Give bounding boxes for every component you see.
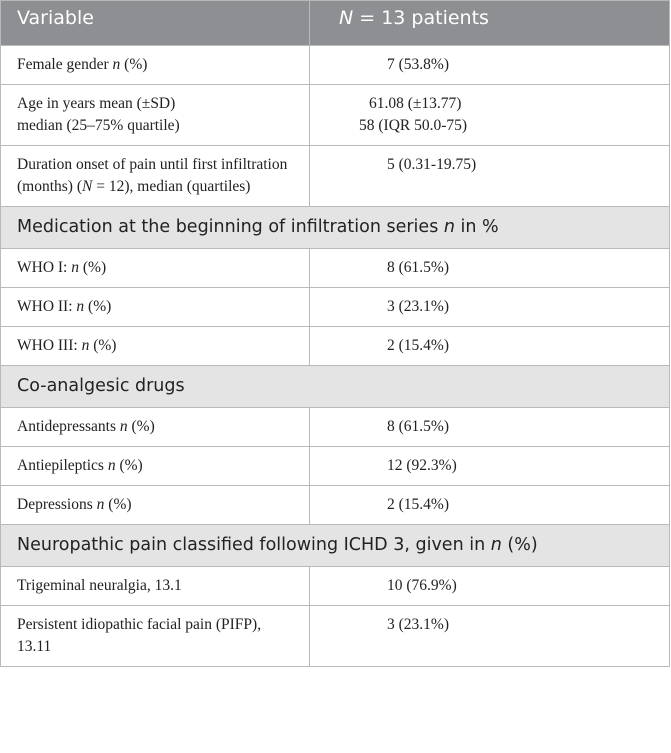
section-medication: Medication at the beginning of infiltrat… xyxy=(0,206,670,249)
table-row: WHO II: n (%) 3 (23.1%) xyxy=(0,287,670,327)
value-antiepileptics: 12 (92.3%) xyxy=(309,446,670,486)
table-row: Antiepileptics n (%) 12 (92.3%) xyxy=(0,446,670,486)
value-trigeminal: 10 (76.9%) xyxy=(309,566,670,606)
value-age: 61.08 (±13.77) 58 (IQR 50.0-75) xyxy=(309,84,670,146)
section-medication-title: Medication at the beginning of infiltrat… xyxy=(0,206,670,249)
table-row: Persistent idiopathic facial pain (PIFP)… xyxy=(0,605,670,667)
label-trigeminal: Trigeminal neuralgia, 13.1 xyxy=(0,566,310,606)
value-who-1: 8 (61.5%) xyxy=(309,248,670,288)
label-who-3: WHO III: n (%) xyxy=(0,326,310,366)
value-pifp: 3 (23.1%) xyxy=(309,605,670,667)
label-antidepressants: Antidepressants n (%) xyxy=(0,407,310,447)
label-who-2: WHO II: n (%) xyxy=(0,287,310,327)
header-patients-text: = 13 patients xyxy=(353,7,489,29)
label-who-1: WHO I: n (%) xyxy=(0,248,310,288)
value-who-2: 3 (23.1%) xyxy=(309,287,670,327)
table-row: WHO III: n (%) 2 (15.4%) xyxy=(0,326,670,366)
section-neuropathic-title: Neuropathic pain classified following IC… xyxy=(0,524,670,567)
value-who-3: 2 (15.4%) xyxy=(309,326,670,366)
value-antidepressants: 8 (61.5%) xyxy=(309,407,670,447)
header-patients: N = 13 patients xyxy=(309,0,670,46)
header-n-symbol: N xyxy=(339,7,354,29)
table-row-female: Female gender n (%) 7 (53.8%) xyxy=(0,45,670,85)
table-row: Antidepressants n (%) 8 (61.5%) xyxy=(0,407,670,447)
section-coanalgesic: Co-analgesic drugs xyxy=(0,365,670,408)
table-row: Trigeminal neuralgia, 13.1 10 (76.9%) xyxy=(0,566,670,606)
value-duration: 5 (0.31-19.75) xyxy=(309,145,670,207)
table-row-age: Age in years mean (±SD) median (25–75% qu… xyxy=(0,84,670,146)
table-row: WHO I: n (%) 8 (61.5%) xyxy=(0,248,670,288)
table-header-row: Variable N = 13 patients xyxy=(0,0,670,46)
label-depressions: Depressions n (%) xyxy=(0,485,310,525)
section-neuropathic: Neuropathic pain classified following IC… xyxy=(0,524,670,567)
label-antiepileptics: Antiepileptics n (%) xyxy=(0,446,310,486)
patient-characteristics-table: Variable N = 13 patients Female gender n… xyxy=(0,0,670,667)
label-female: Female gender n (%) xyxy=(0,45,310,85)
table-row: Depressions n (%) 2 (15.4%) xyxy=(0,485,670,525)
table-row-duration: Duration onset of pain until first infil… xyxy=(0,145,670,207)
header-variable: Variable xyxy=(0,0,310,46)
section-coanalgesic-title: Co-analgesic drugs xyxy=(0,365,670,408)
label-age: Age in years mean (±SD) median (25–75% qu… xyxy=(0,84,310,146)
label-duration: Duration onset of pain until first infil… xyxy=(0,145,310,207)
label-pifp: Persistent idiopathic facial pain (PIFP)… xyxy=(0,605,310,667)
value-depressions: 2 (15.4%) xyxy=(309,485,670,525)
value-female: 7 (53.8%) xyxy=(309,45,670,85)
